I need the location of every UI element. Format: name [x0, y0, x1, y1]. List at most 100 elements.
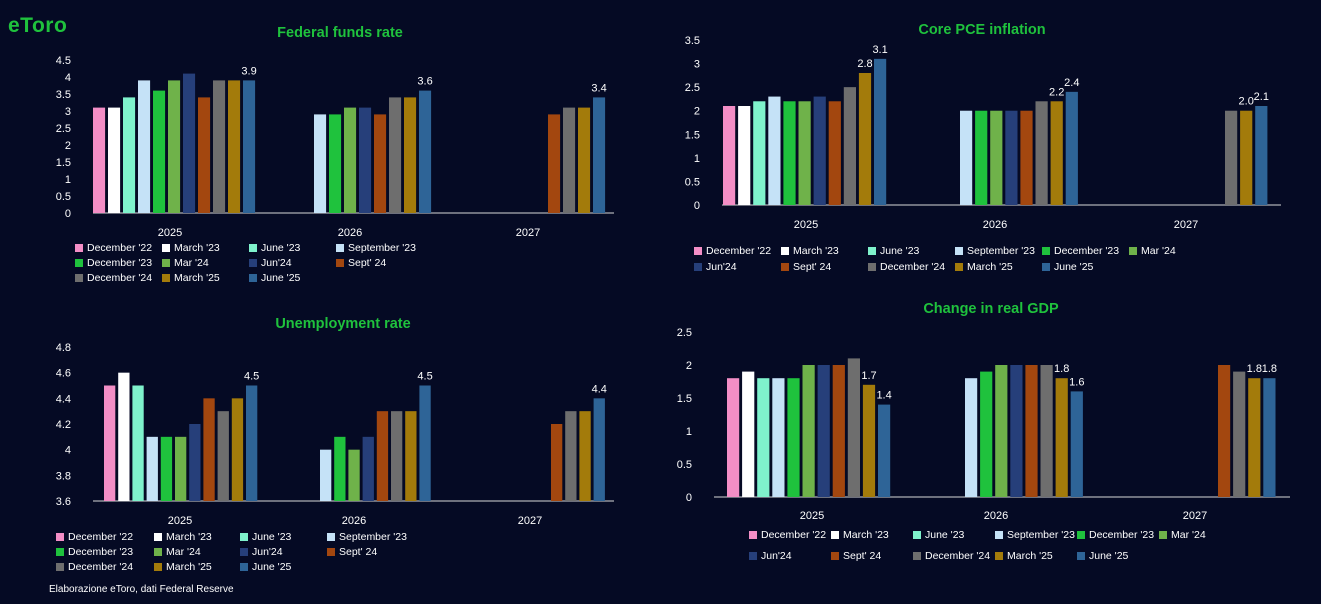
legend-swatch [162, 274, 170, 282]
bar [132, 385, 144, 501]
legend-item: June '23 [249, 242, 300, 254]
bar [878, 404, 891, 497]
legend-label: June '23 [252, 531, 292, 543]
bar [798, 101, 811, 205]
bar [1050, 101, 1063, 205]
legend-item: Sept' 24 [831, 550, 881, 562]
bar [1233, 371, 1246, 497]
bar [862, 384, 876, 497]
bar [348, 449, 360, 501]
y-tick-label: 0.5 [56, 191, 71, 203]
legend-swatch [781, 247, 789, 255]
legend-item: March '23 [831, 529, 889, 541]
bar [362, 436, 374, 501]
legend-swatch [240, 533, 248, 541]
data-label: 4.5 [417, 371, 432, 383]
bar [738, 106, 751, 205]
x-category-label: 2025 [800, 510, 824, 522]
y-tick-label: 0.5 [677, 459, 692, 471]
legend-label: March '25 [967, 261, 1013, 273]
legend-label: March '25 [166, 561, 212, 573]
y-tick-label: 0.5 [685, 176, 700, 188]
data-label: 2.2 [1049, 86, 1064, 98]
legend-label: December '23 [68, 546, 134, 558]
bar [243, 80, 256, 214]
legend-item: June '25 [1042, 261, 1093, 273]
y-tick-label: 3.5 [56, 89, 71, 101]
bar [183, 73, 196, 213]
bar [404, 97, 417, 213]
bar [405, 411, 417, 501]
data-label: 3.6 [417, 76, 432, 88]
bar [228, 80, 241, 214]
data-label: 3.1 [872, 44, 887, 56]
legend-item: June '23 [913, 529, 964, 541]
legend-label: December '24 [68, 561, 134, 573]
legend-label: Sept' 24 [843, 550, 882, 562]
y-tick-label: 4.6 [56, 368, 71, 380]
y-tick-label: 4.2 [56, 419, 71, 431]
bar [551, 424, 563, 501]
bar [832, 365, 845, 497]
legend-label: Sept' 24 [793, 261, 832, 273]
bar [146, 436, 158, 501]
y-tick-label: 4.5 [56, 55, 71, 67]
legend-label: June '25 [1089, 550, 1129, 562]
legend-label: September '23 [1007, 529, 1075, 541]
bar [565, 411, 577, 501]
legend-label: Jun'24 [761, 550, 792, 562]
y-tick-label: 4.4 [56, 393, 71, 405]
bar [1255, 106, 1268, 205]
legend-item: March '23 [781, 245, 839, 257]
bar [579, 411, 591, 501]
bar [990, 110, 1003, 205]
x-category-label: 2025 [794, 219, 818, 231]
bar [246, 385, 258, 501]
legend-swatch [240, 563, 248, 571]
bar [189, 424, 201, 501]
bar [1035, 101, 1048, 205]
bar [213, 80, 226, 214]
legend-item: Jun'24 [694, 261, 737, 273]
bar [1070, 391, 1083, 497]
data-label: 1.8 [1262, 363, 1277, 375]
legend-swatch [154, 548, 162, 556]
legend-item: December '22 [694, 245, 771, 257]
y-tick-label: 0 [694, 200, 700, 212]
legend-swatch [336, 259, 344, 267]
bar [419, 90, 432, 213]
legend-item: Mar '24 [154, 546, 201, 558]
bar [727, 378, 740, 497]
bar [723, 106, 736, 205]
data-label: 4.5 [244, 371, 259, 383]
legend-swatch [955, 247, 963, 255]
legend-item: March '25 [154, 561, 212, 573]
legend-swatch [781, 263, 789, 271]
bar [960, 110, 973, 205]
legend-label: Mar '24 [166, 546, 201, 558]
legend-label: December '22 [706, 245, 772, 257]
legend-swatch [1077, 531, 1085, 539]
x-category-label: 2026 [984, 510, 1008, 522]
legend-label: September '23 [339, 531, 407, 543]
bar [123, 97, 136, 213]
legend-swatch [694, 247, 702, 255]
legend-swatch [749, 552, 757, 560]
etoro-logo: eToro [8, 14, 68, 37]
legend-label: June '25 [1054, 261, 1094, 273]
chart-title: Federal funds rate [277, 25, 403, 41]
x-category-label: 2026 [983, 219, 1007, 231]
legend-label: Mar '24 [174, 257, 209, 269]
bar [828, 101, 841, 205]
legend-label: June '23 [880, 245, 920, 257]
legend-item: Sept' 24 [336, 257, 386, 269]
legend-label: December '23 [87, 257, 153, 269]
legend-swatch [56, 533, 64, 541]
legend-item: Mar '24 [1159, 529, 1206, 541]
legend-item: December '23 [1042, 245, 1119, 257]
bar [389, 97, 402, 213]
legend-item: March '25 [955, 261, 1013, 273]
legend-swatch [154, 563, 162, 571]
legend-item: December '24 [913, 550, 990, 562]
